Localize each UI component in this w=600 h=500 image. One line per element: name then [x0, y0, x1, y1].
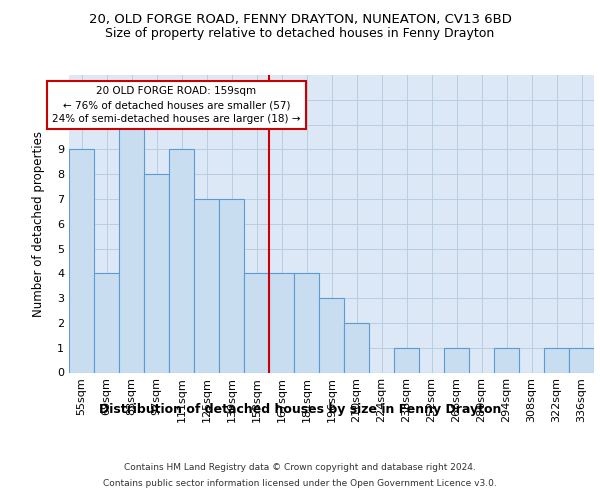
Bar [394, 348, 419, 372]
Y-axis label: Number of detached properties: Number of detached properties [32, 130, 44, 317]
Bar [569, 348, 594, 372]
Text: Size of property relative to detached houses in Fenny Drayton: Size of property relative to detached ho… [106, 28, 494, 40]
Bar [219, 199, 244, 372]
Text: Distribution of detached houses by size in Fenny Drayton: Distribution of detached houses by size … [99, 402, 501, 415]
Bar [344, 323, 369, 372]
Bar [94, 274, 119, 372]
Bar [494, 348, 519, 372]
Text: Contains public sector information licensed under the Open Government Licence v3: Contains public sector information licen… [103, 479, 497, 488]
Bar [144, 174, 169, 372]
Text: 20 OLD FORGE ROAD: 159sqm
← 76% of detached houses are smaller (57)
24% of semi-: 20 OLD FORGE ROAD: 159sqm ← 76% of detac… [52, 86, 301, 124]
Text: 20, OLD FORGE ROAD, FENNY DRAYTON, NUNEATON, CV13 6BD: 20, OLD FORGE ROAD, FENNY DRAYTON, NUNEA… [89, 12, 511, 26]
Bar [69, 150, 94, 372]
Bar [244, 274, 269, 372]
Bar [444, 348, 469, 372]
Bar [319, 298, 344, 372]
Bar [169, 150, 194, 372]
Bar [194, 199, 219, 372]
Bar [294, 274, 319, 372]
Bar [119, 124, 144, 372]
Bar [544, 348, 569, 372]
Bar [269, 274, 294, 372]
Text: Contains HM Land Registry data © Crown copyright and database right 2024.: Contains HM Land Registry data © Crown c… [124, 462, 476, 471]
